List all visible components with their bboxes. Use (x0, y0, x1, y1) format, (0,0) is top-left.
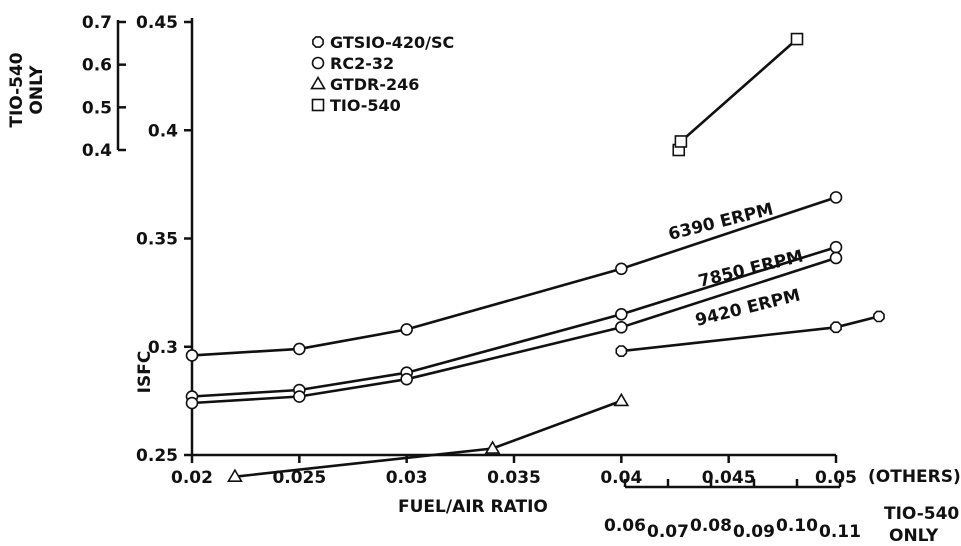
data-point-rc2-32-6390-erpm (293, 342, 306, 356)
data-point-rc2-32-9420-erpm (185, 396, 199, 410)
x-tick-label: 0.045 (702, 468, 756, 488)
x-tick-label: 0.04 (600, 468, 642, 488)
series-line-gtdr-246 (234, 399, 622, 478)
legend: GTSIO-420/SC RC2-32 GTDR-246 TIO-540 (310, 33, 454, 115)
y-axis-title: ISFC (135, 351, 155, 394)
x-axis-title: FUEL/AIR RATIO (398, 497, 548, 517)
secondary-x-tick-label: 0.09 (733, 522, 775, 542)
x-tick-label: 0.025 (272, 468, 326, 488)
series-line-tio-540 (677, 38, 798, 151)
curve-label-9420: 9420 ERPM (693, 285, 802, 330)
legend-marker-square (311, 98, 325, 112)
legend-item-label: TIO-540 (330, 96, 401, 115)
x-tick-label: 0.02 (171, 468, 213, 488)
secondary-y-tick-label: 0.6 (82, 56, 112, 76)
data-point-rc2-32-6390-erpm (185, 349, 199, 362)
data-point-rc2-32-9420-erpm (829, 251, 843, 265)
legend-item-label: GTSIO-420/SC (330, 33, 454, 52)
x-axis-others-suffix: (OTHERS) (868, 467, 961, 487)
x-tick-label: 0.03 (386, 468, 428, 488)
data-point-gtsio-420-sc (830, 321, 842, 334)
legend-item-label: GTDR-246 (330, 75, 419, 94)
data-point-gtsio-420-sc (615, 345, 628, 358)
data-point-rc2-32-6390-erpm (400, 323, 413, 336)
data-point-gtsio-420-sc (873, 310, 885, 323)
secondary-y-label-line1: TIO-540 (7, 52, 27, 127)
data-point-rc2-32-9420-erpm (615, 320, 628, 334)
series-line-gtsio-420-sc (621, 315, 880, 353)
y-tick-label: 0.3 (148, 338, 178, 358)
data-point-rc2-32-6390-erpm (615, 262, 628, 276)
legend-item-label: RC2-32 (330, 54, 394, 73)
data-point-tio-540 (674, 135, 688, 148)
secondary-x-tick-label: 0.11 (819, 522, 861, 542)
secondary-y-label-line2: ONLY (27, 65, 47, 115)
y-tick-label: 0.35 (136, 230, 178, 250)
secondary-x-tick-label: 0.08 (690, 516, 732, 536)
data-point-rc2-32-9420-erpm (293, 390, 306, 403)
data-point-rc2-32-9420-erpm (400, 372, 413, 386)
data-point-rc2-32-7850-erpm (829, 240, 843, 254)
secondary-x-label-line2: ONLY (889, 526, 939, 546)
secondary-x-tick-label: 0.07 (647, 522, 689, 542)
data-point-gtdr-246 (484, 440, 501, 454)
data-point-tio-540 (790, 32, 804, 46)
legend-marker-triangle (310, 75, 326, 90)
secondary-y-tick-label: 0.4 (82, 141, 112, 161)
data-point-gtdr-246 (613, 392, 630, 407)
secondary-x-tick-label: 0.06 (604, 516, 646, 536)
data-point-gtdr-246 (227, 468, 243, 483)
y-tick-label: 0.45 (136, 13, 178, 33)
y-tick-label: 0.4 (148, 121, 178, 141)
data-point-rc2-32-6390-erpm (829, 191, 843, 204)
legend-marker-octagon (312, 36, 324, 48)
series-group (185, 32, 885, 483)
legend-marker-circle (311, 56, 325, 70)
secondary-y-tick-label: 0.7 (82, 13, 112, 33)
secondary-x-tick-label: 0.10 (776, 516, 818, 536)
curve-label-6390: 6390 ERPM (666, 199, 775, 244)
axes: 0.25 0.3 0.35 0.4 0.45 0.02 0.025 0.03 0.035 0.04… (82, 13, 861, 542)
x-tick-label: 0.05 (815, 468, 857, 488)
data-point-rc2-32-7850-erpm (615, 307, 628, 321)
x-tick-label: 0.035 (487, 468, 541, 488)
secondary-y-tick-label: 0.5 (82, 98, 112, 118)
secondary-x-label-line1: TIO-540 (884, 504, 959, 524)
y-tick-label: 0.25 (136, 446, 178, 466)
